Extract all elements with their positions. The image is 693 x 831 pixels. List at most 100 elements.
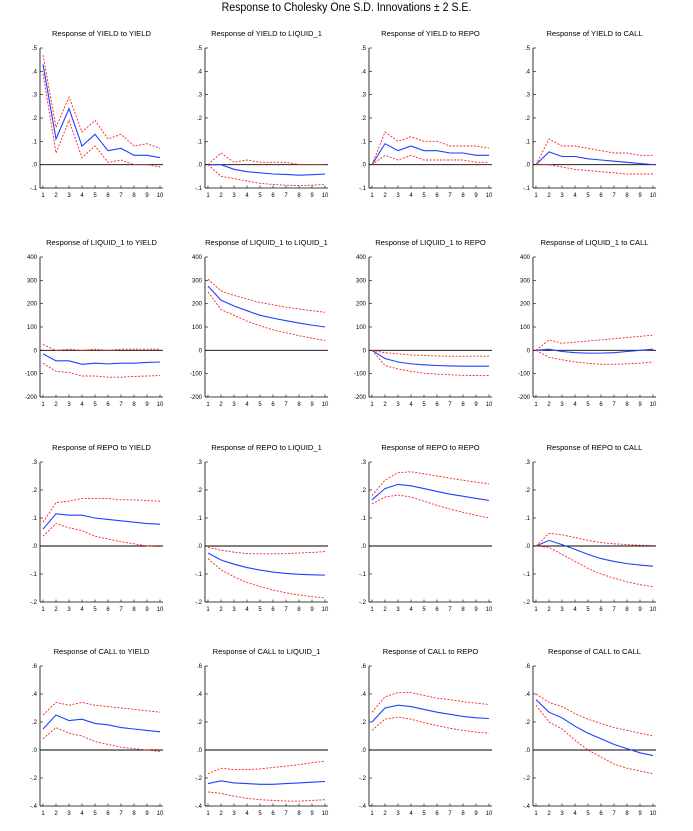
x-tick-label: 9 <box>145 811 149 817</box>
x-tick-label: 5 <box>586 811 590 817</box>
x-tick-label: 8 <box>625 811 629 817</box>
lower-band-line <box>42 73 161 168</box>
lower-band-line <box>42 523 161 548</box>
x-tick-label: 4 <box>409 811 413 817</box>
y-tick-label: -200 <box>518 395 531 401</box>
y-tick-label: 100 <box>520 325 531 331</box>
y-tick-label: -.1 <box>195 572 203 578</box>
x-tick-label: 7 <box>612 607 616 613</box>
y-tick-label: .3 <box>525 460 531 466</box>
x-tick-label: 6 <box>599 811 603 817</box>
x-tick-label: 3 <box>67 193 71 199</box>
y-tick-label: .4 <box>197 692 203 698</box>
panel-1: Response of YIELD to YIELD -.1 .0 .1 .2 .3 .4.… <box>30 29 164 199</box>
y-tick-label: 0 <box>199 348 203 354</box>
y-tick-label: -.2 <box>523 776 531 782</box>
x-tick-label: 1 <box>41 607 45 613</box>
response-line <box>207 285 326 328</box>
x-tick-label: 4 <box>409 193 413 199</box>
x-tick-label: 1 <box>370 402 374 408</box>
x-tick-label: 8 <box>625 402 629 408</box>
figure-title: Response to Cholesky One S.D. Innovation… <box>221 2 472 14</box>
y-tick-label: -.1 <box>195 186 203 192</box>
y-tick-label: .2 <box>32 720 38 726</box>
x-tick-label: 5 <box>93 811 97 817</box>
panel-title: Response of REPO to YIELD <box>52 443 151 452</box>
x-tick-label: 9 <box>474 811 478 817</box>
x-tick-label: 2 <box>547 193 551 199</box>
y-tick-label: .4 <box>361 69 367 75</box>
x-tick-label: 2 <box>219 193 223 199</box>
y-tick-label: -.1 <box>523 186 531 192</box>
x-tick-label: 6 <box>435 193 439 199</box>
x-tick-label: 4 <box>409 607 413 613</box>
response-line <box>535 699 654 757</box>
y-tick-label: .3 <box>197 93 203 99</box>
response-line <box>535 151 654 166</box>
x-tick-label: 3 <box>396 193 400 199</box>
lower-band-line <box>371 494 490 519</box>
panel-title: Response of CALL to LIQUID_1 <box>213 647 321 656</box>
y-tick-label: 200 <box>520 302 531 308</box>
x-tick-label: 7 <box>284 811 288 817</box>
x-tick-label: 3 <box>232 811 236 817</box>
y-tick-label: -.4 <box>30 804 38 810</box>
x-tick-label: 1 <box>41 811 45 817</box>
panel-title: Response of REPO to LIQUID_1 <box>211 443 322 452</box>
panel-16: Response of CALL to CALL -.4 -.2 .0 .2 .4 .6 1 2… <box>523 647 657 817</box>
x-tick-label: 2 <box>219 402 223 408</box>
upper-band-line <box>371 471 490 496</box>
y-tick-label: 400 <box>192 255 203 261</box>
response-line <box>207 780 326 785</box>
x-tick-label: 3 <box>560 811 564 817</box>
x-tick-label: 6 <box>435 402 439 408</box>
panel-title: Response of CALL to REPO <box>383 647 479 656</box>
panel-title: Response of REPO to REPO <box>381 443 479 452</box>
panel-title: Response of YIELD to CALL <box>546 29 642 38</box>
x-tick-label: 7 <box>284 607 288 613</box>
x-tick-label: 2 <box>383 811 387 817</box>
x-tick-label: 4 <box>80 402 84 408</box>
y-tick-label: .4 <box>197 69 203 75</box>
x-tick-label: 10 <box>157 402 164 408</box>
y-tick-label: 200 <box>356 302 367 308</box>
x-tick-label: 9 <box>474 402 478 408</box>
x-tick-label: 7 <box>448 193 452 199</box>
y-tick-label: .6 <box>32 664 38 670</box>
x-tick-label: 3 <box>232 607 236 613</box>
x-tick-label: 9 <box>474 607 478 613</box>
y-tick-label: .0 <box>197 163 203 169</box>
x-tick-label: 7 <box>612 402 616 408</box>
x-tick-label: 5 <box>93 402 97 408</box>
y-tick-label: -.1 <box>359 186 367 192</box>
x-tick-label: 7 <box>284 193 288 199</box>
x-tick-label: 10 <box>486 607 493 613</box>
x-tick-label: 4 <box>80 193 84 199</box>
panel-14: Response of CALL to LIQUID_1 -.4 -.2 .0 .2 .4… <box>195 647 329 817</box>
response-line <box>535 539 654 567</box>
x-tick-label: 6 <box>106 811 110 817</box>
y-tick-label: .2 <box>525 720 531 726</box>
upper-band-line <box>535 693 654 737</box>
panel-title: Response of YIELD to REPO <box>381 29 480 38</box>
y-tick-label: 400 <box>27 255 38 261</box>
panel-4: Response of YIELD to CALL -.1 .0 .1 .2 .3 .4 .5… <box>523 29 657 199</box>
x-tick-label: 9 <box>638 811 642 817</box>
x-tick-label: 6 <box>271 193 275 199</box>
x-tick-label: 4 <box>573 811 577 817</box>
y-tick-label: .0 <box>361 748 367 754</box>
x-tick-label: 5 <box>586 193 590 199</box>
x-tick-label: 5 <box>258 402 262 408</box>
y-tick-label: 200 <box>192 302 203 308</box>
x-tick-label: 8 <box>132 607 136 613</box>
y-tick-label: .1 <box>32 139 38 145</box>
lower-band-line <box>535 704 654 775</box>
y-tick-label: .3 <box>525 93 531 99</box>
x-tick-label: 6 <box>271 607 275 613</box>
y-tick-label: -.2 <box>359 600 367 606</box>
lower-band-line <box>371 350 489 376</box>
panel-title: Response of LIQUID_1 to REPO <box>375 238 486 247</box>
y-tick-label: .2 <box>197 488 203 494</box>
y-tick-label: .1 <box>361 516 367 522</box>
lower-band-line <box>535 545 654 588</box>
